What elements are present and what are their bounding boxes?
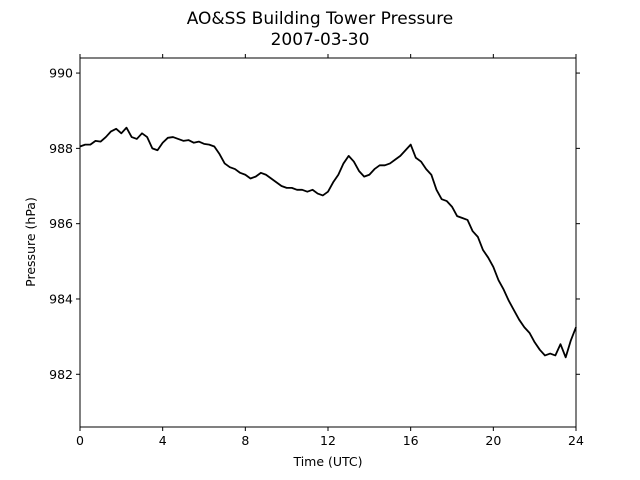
x-tick-label: 16 (403, 433, 419, 448)
x-tick-label: 8 (241, 433, 249, 448)
x-axis: 0 4 8 12 16 20 24 (76, 54, 584, 448)
y-tick-label: 984 (49, 291, 73, 306)
x-tick-label: 4 (159, 433, 167, 448)
x-tick-label: 24 (568, 433, 584, 448)
chart-subtitle: 2007-03-30 (271, 30, 370, 50)
pressure-series-line (79, 126, 577, 359)
y-axis-label: Pressure (hPa) (23, 197, 38, 287)
chart-title: AO&SS Building Tower Pressure (187, 9, 454, 29)
y-axis: 982 984 986 988 990 (49, 66, 580, 382)
y-tick-label: 990 (49, 66, 73, 81)
y-tick-label: 982 (49, 367, 73, 382)
y-tick-label: 986 (49, 216, 73, 231)
plot-area (79, 126, 577, 359)
plot-frame (79, 57, 577, 428)
x-axis-label: Time (UTC) (292, 454, 362, 469)
x-tick-label: 20 (485, 433, 501, 448)
x-tick-label: 12 (320, 433, 336, 448)
y-tick-label: 988 (49, 141, 73, 156)
x-tick-label: 0 (76, 433, 84, 448)
